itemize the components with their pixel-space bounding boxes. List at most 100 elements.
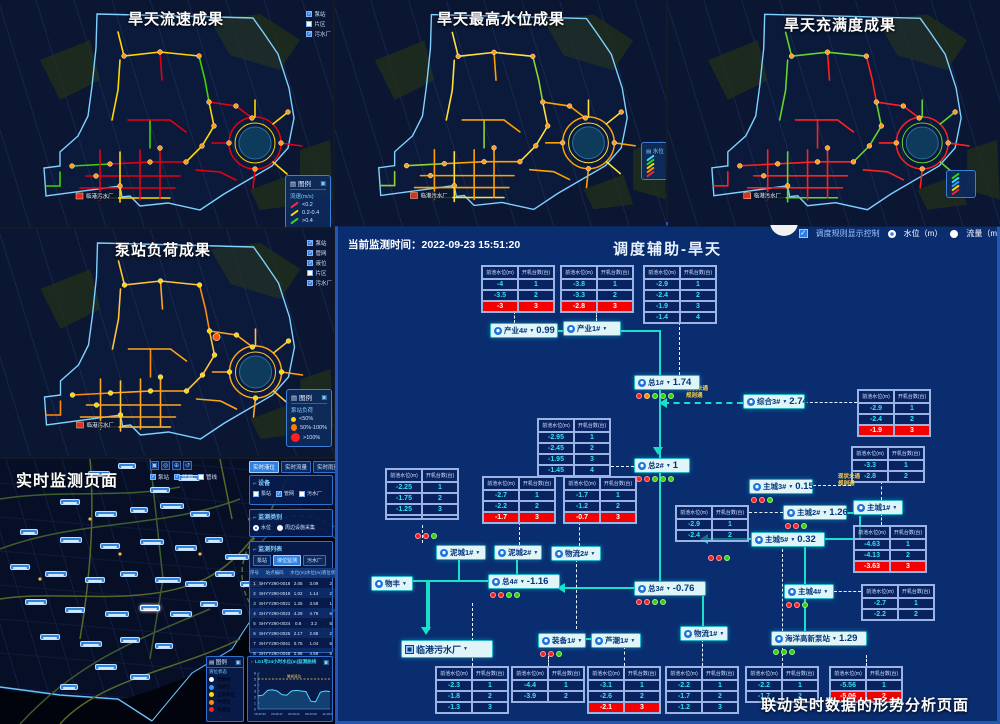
- layer-checkbox-row[interactable]: ✓ 管网: [307, 249, 332, 257]
- pump-station-marker[interactable]: [206, 99, 212, 105]
- station-label-pill[interactable]: [45, 571, 67, 577]
- layer-checkbox[interactable]: ✓: [307, 280, 314, 286]
- chart-collapse-icon[interactable]: ▣: [323, 660, 329, 666]
- layer-checkbox[interactable]: [307, 270, 314, 276]
- pump-station-marker[interactable]: [157, 49, 163, 55]
- pump-station-marker[interactable]: [824, 49, 831, 55]
- pump-station-marker[interactable]: [873, 99, 880, 105]
- pump-station-marker[interactable]: [945, 140, 951, 146]
- pump-station-marker[interactable]: [533, 143, 539, 149]
- pump-station-marker[interactable]: [211, 123, 217, 129]
- layer-checkbox[interactable]: ✓: [306, 11, 313, 17]
- pump-station-marker[interactable]: [491, 49, 497, 56]
- city-map[interactable]: 临港污水厂: [335, 0, 666, 227]
- pump-station-marker[interactable]: [540, 99, 546, 105]
- toggle-notch[interactable]: [770, 225, 798, 236]
- pump-station-marker[interactable]: [226, 369, 233, 375]
- station-label-pill[interactable]: [140, 539, 164, 545]
- layer-checkbox[interactable]: ✓: [307, 260, 314, 266]
- station-label-pill[interactable]: [65, 607, 85, 613]
- tab-1[interactable]: 实时流量: [281, 461, 312, 473]
- tab-2[interactable]: 实时雨量: [313, 461, 335, 473]
- layer-checkbox-row[interactable]: ✓ 液位: [307, 259, 332, 267]
- pump-station-marker[interactable]: [285, 338, 292, 344]
- station-node-主城5#[interactable]: 主城5# ▼ 0.32: [751, 532, 825, 547]
- map-layer-toggle[interactable]: ✓ 泵站: [150, 473, 169, 481]
- station-label-pill[interactable]: [130, 507, 148, 513]
- pump-station-marker[interactable]: [761, 173, 767, 179]
- pump-station-marker[interactable]: [233, 103, 239, 109]
- pump-station-marker[interactable]: [183, 388, 190, 394]
- legend-collapse-icon[interactable]: ▣: [320, 180, 326, 187]
- station-label-pill[interactable]: [40, 634, 60, 640]
- city-map[interactable]: 临港污水厂: [0, 229, 334, 456]
- pump-station-marker[interactable]: [121, 53, 127, 59]
- device-checkbox-row[interactable]: 泵站: [253, 490, 271, 497]
- target-icon[interactable]: ◎: [161, 461, 170, 470]
- pump-station-marker[interactable]: [285, 109, 291, 115]
- city-map[interactable]: 临港污水厂: [668, 0, 1000, 227]
- pump-station-marker[interactable]: [278, 369, 285, 375]
- layer-checkbox[interactable]: ✓: [307, 240, 314, 246]
- pump-station-marker[interactable]: [566, 103, 573, 109]
- station-label-pill[interactable]: [170, 611, 192, 617]
- pump-station-marker[interactable]: [147, 388, 154, 394]
- station-label-pill[interactable]: [120, 637, 140, 643]
- pump-station-marker[interactable]: [919, 166, 925, 172]
- station-label-pill[interactable]: [150, 487, 170, 493]
- pump-station-marker[interactable]: [427, 172, 434, 179]
- pump-station-marker[interactable]: [233, 332, 240, 338]
- table-row[interactable]: 2 SHYY290-0019 1.02 1.14 2: [250, 588, 335, 598]
- device-checkbox[interactable]: [299, 490, 306, 497]
- pump-station-marker[interactable]: [893, 140, 899, 146]
- legend-collapse-icon[interactable]: ▣: [235, 659, 241, 666]
- station-label-pill[interactable]: [130, 674, 150, 680]
- layer-checkbox[interactable]: [306, 21, 313, 27]
- zoom-icon[interactable]: ⊕: [172, 461, 181, 470]
- station-label-pill[interactable]: [215, 571, 235, 577]
- pump-station-marker[interactable]: [252, 395, 259, 401]
- pump-station-marker[interactable]: [249, 115, 255, 121]
- pump-station-marker[interactable]: [93, 402, 100, 408]
- layer-checkbox-row[interactable]: ✓ 泵站: [307, 239, 332, 247]
- pump-station-marker[interactable]: [455, 53, 461, 59]
- station-node-主城2#[interactable]: 主城2# ▼ 1.26: [783, 505, 848, 520]
- station-label-pill[interactable]: [95, 664, 117, 670]
- pump-station-marker[interactable]: [451, 182, 457, 189]
- pump-station-marker[interactable]: [121, 282, 128, 288]
- pump-station-marker[interactable]: [441, 161, 447, 167]
- station-node-泥城1#[interactable]: 泥城1# ▼: [436, 545, 486, 560]
- station-label-pill[interactable]: [10, 564, 30, 570]
- device-checkbox-row[interactable]: ✓ 管网: [276, 490, 294, 497]
- level-radio[interactable]: [887, 229, 896, 238]
- pump-station-marker[interactable]: [618, 109, 624, 115]
- pump-station-marker[interactable]: [69, 163, 75, 169]
- pump-station-marker[interactable]: [814, 159, 821, 165]
- pump-station-marker[interactable]: [517, 159, 523, 165]
- station-label-pill[interactable]: [25, 599, 47, 605]
- pump-station-marker[interactable]: [157, 278, 164, 284]
- map-layer-toggle[interactable]: ✓ 管网: [174, 473, 193, 481]
- station-label-pill[interactable]: [225, 554, 249, 560]
- pump-station-marker[interactable]: [199, 372, 206, 378]
- station-label-pill[interactable]: [60, 499, 80, 505]
- station-label-pill[interactable]: [175, 545, 197, 551]
- flow-radio[interactable]: [950, 229, 959, 238]
- layer-checkbox[interactable]: [198, 474, 205, 480]
- station-label-pill[interactable]: [190, 511, 210, 517]
- station-node-装备1#[interactable]: 装备1# ▼: [538, 633, 586, 648]
- station-node-产业1#[interactable]: 产业1# ▼: [563, 321, 621, 336]
- station-node-物丰[interactable]: 物丰 ▼: [371, 576, 413, 591]
- pump-station-marker[interactable]: [863, 53, 870, 59]
- station-node-泥城2#[interactable]: 泥城2# ▼: [494, 545, 542, 560]
- pump-station-marker[interactable]: [866, 143, 873, 149]
- pump-station-marker[interactable]: [775, 161, 781, 167]
- pump-station-marker[interactable]: [582, 115, 589, 121]
- table-row[interactable]: 5 SHYY290-0024 0.8 3.2 5: [250, 618, 335, 628]
- pump-station-marker[interactable]: [545, 123, 551, 129]
- table-row[interactable]: 1 SHYY290-0018 2.05 3.09 2: [250, 578, 335, 588]
- category-radio[interactable]: [253, 524, 259, 531]
- pump-station-marker[interactable]: [147, 159, 153, 165]
- category-radio-row[interactable]: 周边设施采集: [277, 524, 315, 531]
- pump-station-marker[interactable]: [211, 352, 218, 358]
